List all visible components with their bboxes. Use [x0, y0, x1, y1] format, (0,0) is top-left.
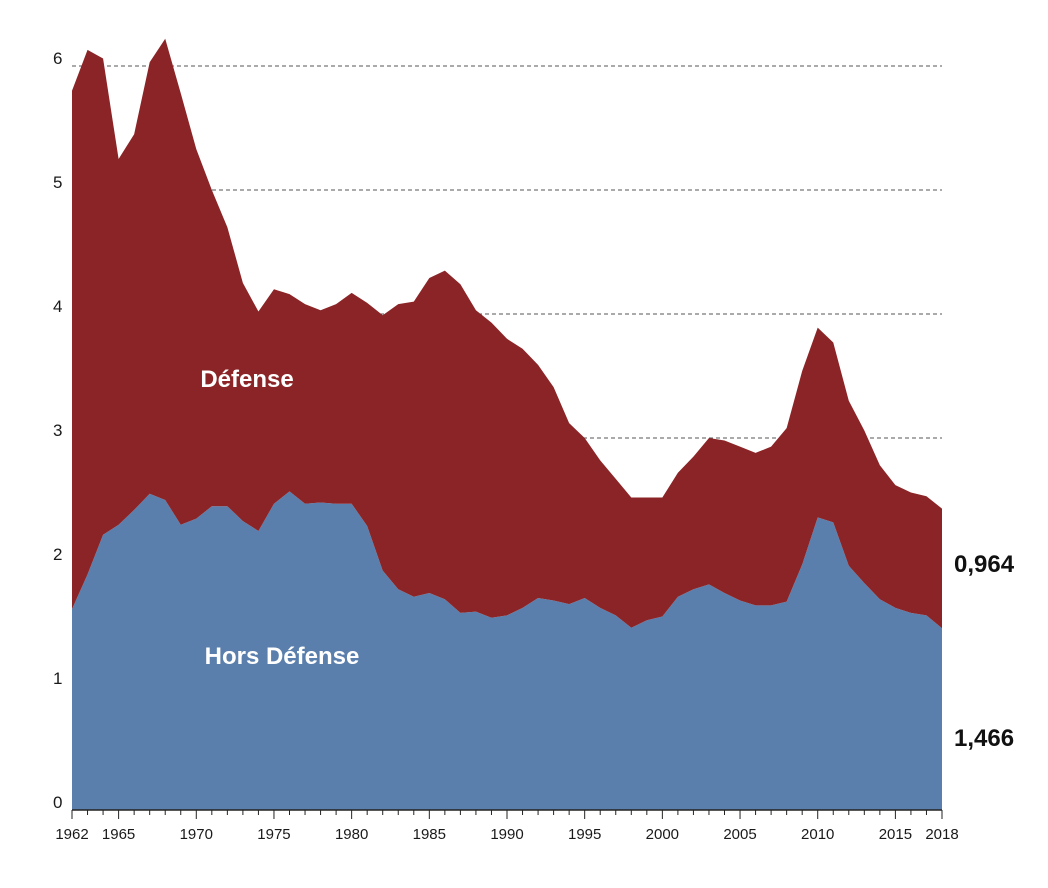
- y-tick-label-3: 3: [53, 421, 62, 440]
- x-tick-label-1970: 1970: [180, 826, 213, 843]
- labels: Défense Hors Défense 0,964 1,466: [200, 366, 1014, 752]
- end-label-hors-defense: 1,466: [954, 725, 1014, 752]
- x-tick-label-1965: 1965: [102, 826, 135, 843]
- y-tick-label-1: 1: [53, 669, 62, 688]
- end-label-defense: 0,964: [954, 551, 1015, 578]
- y-tick-label-4: 4: [53, 297, 62, 316]
- area-series-defense: [72, 38, 942, 629]
- x-tick-label-1975: 1975: [257, 826, 290, 843]
- y-tick-label-5: 5: [53, 173, 62, 192]
- x-tick-label-2000: 2000: [646, 826, 679, 843]
- x-tick-label-2010: 2010: [801, 826, 834, 843]
- y-tick-label-6: 6: [53, 49, 62, 68]
- area-layer: [72, 38, 942, 810]
- x-tick-label-2015: 2015: [879, 826, 912, 843]
- series-label-hors-defense: Hors Défense: [205, 643, 360, 670]
- series-label-defense: Défense: [200, 366, 293, 393]
- y-tick-label-0: 0: [53, 793, 62, 812]
- x-tick-label-2005: 2005: [723, 826, 756, 843]
- x-tick-label-1962: 1962: [55, 826, 88, 843]
- area-series-hors-defense: [72, 491, 942, 810]
- x-tick-label-1995: 1995: [568, 826, 601, 843]
- axes: 0 1 2 3 4 5 6 1962 1965 1970 1975 1980 1985 1990 1995 2…: [53, 49, 959, 843]
- x-tick-label-1980: 1980: [335, 826, 368, 843]
- y-tick-label-2: 2: [53, 545, 62, 564]
- x-tick-label-1985: 1985: [413, 826, 446, 843]
- x-tick-label-1990: 1990: [490, 826, 523, 843]
- x-tick-label-2018: 2018: [925, 826, 958, 843]
